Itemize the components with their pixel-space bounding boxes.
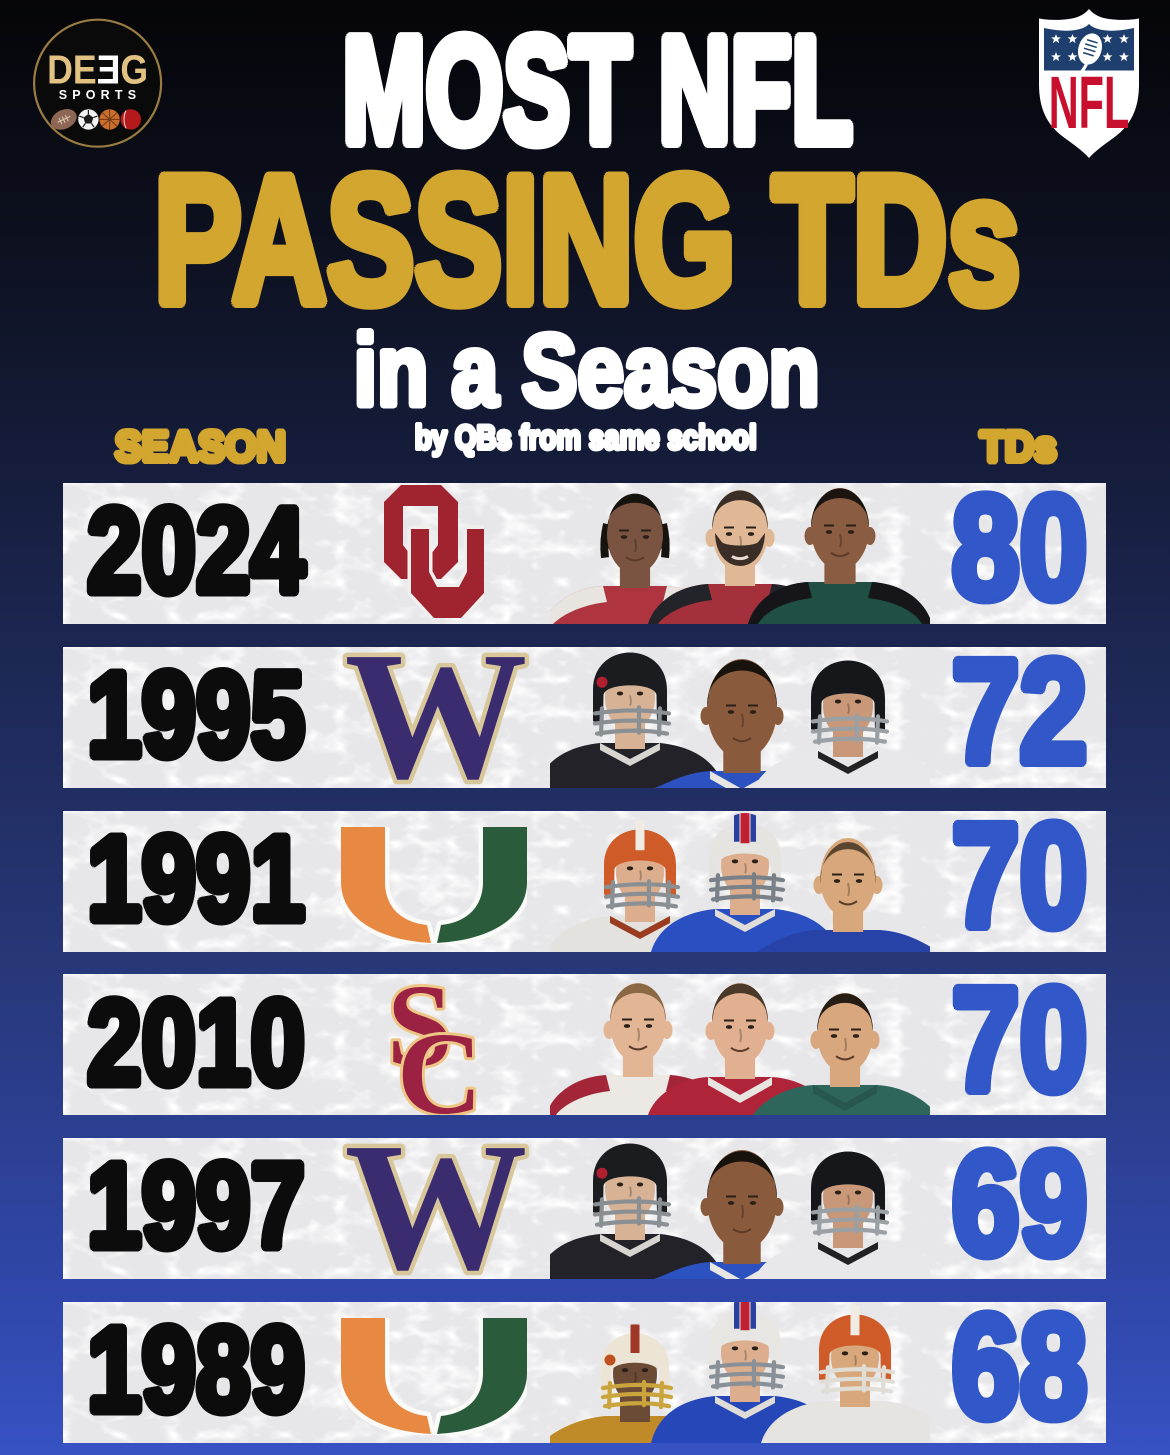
svg-text:S: S [387, 977, 453, 1091]
svg-text:W: W [345, 1141, 528, 1277]
svg-text:NFL: NFL [1049, 61, 1130, 144]
svg-text:DEƎG: DEƎG [47, 47, 148, 93]
svg-text:C: C [397, 1008, 481, 1115]
svg-text:SPORTS: SPORTS [59, 88, 142, 102]
svg-text:W: W [345, 650, 528, 786]
